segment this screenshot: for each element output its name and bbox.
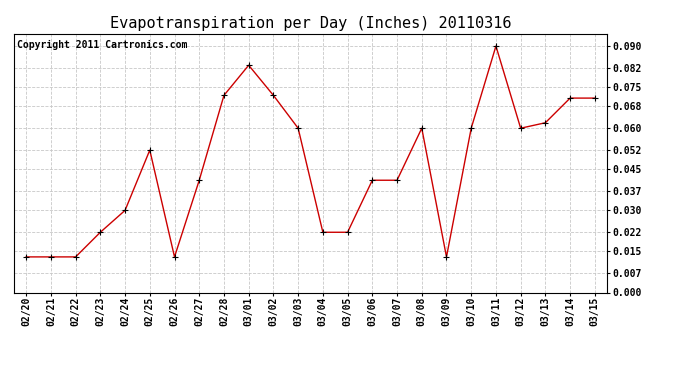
Text: Copyright 2011 Cartronics.com: Copyright 2011 Cartronics.com xyxy=(17,40,187,50)
Title: Evapotranspiration per Day (Inches) 20110316: Evapotranspiration per Day (Inches) 2011… xyxy=(110,16,511,31)
